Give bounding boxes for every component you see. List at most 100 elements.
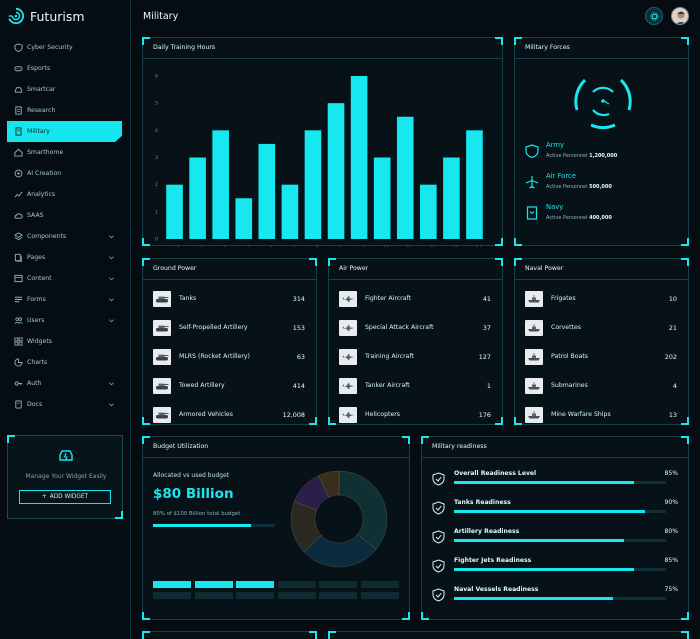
sidebar-item-docs[interactable]: Docs bbox=[0, 394, 131, 415]
item-count: 63 bbox=[296, 353, 305, 361]
readiness-bar bbox=[454, 568, 666, 571]
sidebar-item-components[interactable]: Components bbox=[0, 226, 131, 247]
budget-progress-fill bbox=[153, 524, 251, 527]
donut-slice[interactable] bbox=[338, 470, 388, 550]
bar[interactable] bbox=[304, 130, 322, 239]
bar[interactable] bbox=[166, 184, 183, 239]
list-item[interactable]: Helicopters 176 bbox=[339, 406, 491, 424]
cloud-icon bbox=[14, 211, 23, 220]
sidebar-item-ai-creation[interactable]: AI Creation bbox=[0, 163, 131, 184]
bar[interactable] bbox=[327, 103, 345, 239]
sidebar-item-smartcar[interactable]: Smartcar bbox=[0, 79, 131, 100]
list-item[interactable]: Armored Vehicles 12,008 bbox=[153, 406, 305, 424]
sidebar: Futurism Cyber Security Esports Smartcar Re… bbox=[0, 0, 131, 639]
bar[interactable] bbox=[235, 198, 253, 239]
force-personnel-value: 500,000 bbox=[589, 184, 612, 190]
logo-icon bbox=[8, 7, 25, 25]
chevron-down-icon bbox=[109, 403, 114, 407]
sidebar-item-charts[interactable]: Charts bbox=[0, 352, 131, 373]
readiness-bar-fill bbox=[454, 597, 613, 600]
shield-check-icon bbox=[432, 559, 445, 573]
air-power-card: Air Power Fighter Aircraft 41 Special Atta… bbox=[328, 258, 503, 425]
list-item[interactable]: Frigates 10 bbox=[525, 290, 677, 308]
y-tick-label: 4 bbox=[155, 128, 158, 134]
x-tick-label: Jun 7 bbox=[306, 246, 318, 247]
list-item[interactable]: Patrol Boats 202 bbox=[525, 348, 677, 366]
bar[interactable] bbox=[443, 157, 460, 240]
sidebar-item-label: Components bbox=[27, 233, 67, 240]
sidebar-item-auth[interactable]: Auth bbox=[0, 373, 131, 394]
shield-check-icon bbox=[432, 588, 445, 602]
item-count: 314 bbox=[292, 295, 305, 303]
training-title: Daily Training Hours bbox=[153, 44, 216, 51]
plane-icon bbox=[525, 176, 539, 189]
budget-segment bbox=[236, 581, 274, 588]
readiness-value: 85% bbox=[664, 470, 678, 477]
logo[interactable]: Futurism bbox=[7, 7, 85, 25]
chevron-down-icon bbox=[109, 298, 114, 302]
training-chart: 0 1 2 3 4 5 6 Jun 1 Jun 2 Jun 3 Jun 4 Jun 5 Jun 6 Jun… bbox=[155, 74, 483, 247]
donut-slice[interactable] bbox=[303, 533, 377, 568]
sidebar-item-forms[interactable]: Forms bbox=[0, 289, 131, 310]
sidebar-item-research[interactable]: Research bbox=[0, 100, 131, 121]
donut-slice[interactable] bbox=[290, 501, 322, 553]
list-item[interactable]: Towed Artillery 414 bbox=[153, 377, 305, 395]
budget-segment bbox=[194, 581, 233, 588]
sidebar-item-cyber-security[interactable]: Cyber Security bbox=[0, 37, 131, 58]
readiness-value: 90% bbox=[664, 499, 678, 506]
list-item[interactable]: Mine Warfare Ships 13 bbox=[525, 406, 677, 424]
bar[interactable] bbox=[373, 157, 391, 240]
readiness-value: 75% bbox=[664, 586, 678, 593]
sidebar-item-widgets[interactable]: Widgets bbox=[0, 331, 131, 352]
item-name: Mine Warfare Ships bbox=[551, 411, 611, 418]
gamepad-icon bbox=[14, 64, 23, 73]
list-item[interactable]: Fighter Aircraft 41 bbox=[339, 290, 491, 308]
list-item[interactable]: Submarines 4 bbox=[525, 377, 677, 395]
list-item[interactable]: Tanks 314 bbox=[153, 290, 305, 308]
x-tick-label: Jun 10 bbox=[374, 246, 389, 247]
x-tick-label: Jun 4 bbox=[237, 246, 249, 247]
sidebar-item-label: Cyber Security bbox=[27, 44, 73, 51]
bar[interactable] bbox=[258, 143, 276, 239]
sidebar-item-military[interactable]: Military bbox=[7, 121, 122, 142]
bar[interactable] bbox=[281, 184, 299, 239]
bar[interactable] bbox=[396, 116, 414, 239]
list-item[interactable]: Special Attack Aircraft 37 bbox=[339, 319, 491, 337]
analytics-icon bbox=[14, 190, 23, 199]
shield-check-icon bbox=[432, 501, 445, 515]
list-item[interactable]: Tanker Aircraft 1 bbox=[339, 377, 491, 395]
item-count: 4 bbox=[672, 382, 677, 390]
avatar[interactable] bbox=[671, 7, 689, 25]
ship-thumbnail bbox=[525, 320, 543, 336]
x-tick-label: Jun 5 bbox=[260, 246, 272, 247]
sidebar-item-analytics[interactable]: Analytics bbox=[0, 184, 131, 205]
list-item[interactable]: Self-Propelled Artillery 153 bbox=[153, 319, 305, 337]
ship-thumbnail bbox=[525, 291, 543, 307]
chevron-down-icon bbox=[109, 256, 114, 260]
sidebar-item-content[interactable]: Content bbox=[0, 268, 131, 289]
list-item[interactable]: MLRS (Rocket Artillery) 63 bbox=[153, 348, 305, 366]
partial-card bbox=[328, 631, 689, 639]
tank-thumbnail bbox=[153, 407, 171, 423]
donut-slice[interactable] bbox=[318, 470, 340, 498]
sidebar-item-smarthome[interactable]: Smarthome bbox=[0, 142, 131, 163]
bar[interactable] bbox=[189, 157, 206, 240]
sidebar-item-saas[interactable]: SAAS bbox=[0, 205, 131, 226]
add-widget-button[interactable]: + ADD WIDGET bbox=[19, 490, 111, 504]
ai-icon bbox=[14, 169, 23, 178]
settings-button[interactable] bbox=[645, 7, 663, 25]
sidebar-item-pages[interactable]: Pages bbox=[0, 247, 131, 268]
force-personnel: Active Personnel 400,000 bbox=[546, 215, 612, 221]
bar[interactable] bbox=[420, 184, 437, 239]
sidebar-item-users[interactable]: Users bbox=[0, 310, 131, 331]
budget-label: Allocated vs used budget bbox=[153, 472, 230, 479]
y-tick-label: 6 bbox=[155, 74, 158, 80]
list-item[interactable]: Training Aircraft 127 bbox=[339, 348, 491, 366]
bar[interactable] bbox=[350, 76, 368, 239]
list-item[interactable]: Corvettes 21 bbox=[525, 319, 677, 337]
radar-icon bbox=[574, 78, 632, 130]
bar[interactable] bbox=[212, 130, 229, 239]
sidebar-item-esports[interactable]: Esports bbox=[0, 58, 131, 79]
car-icon bbox=[14, 85, 23, 94]
bar[interactable] bbox=[466, 130, 483, 239]
